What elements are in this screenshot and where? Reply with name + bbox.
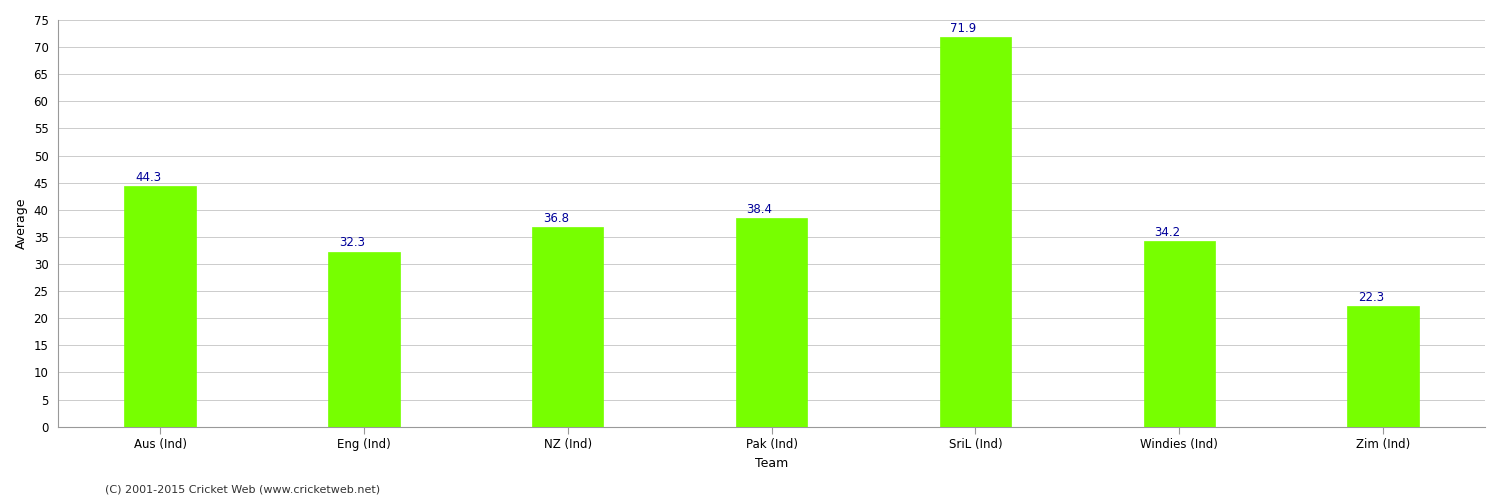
Bar: [124, 186, 195, 426]
Text: 38.4: 38.4: [747, 204, 772, 216]
Y-axis label: Average: Average: [15, 198, 28, 249]
Bar: [736, 218, 807, 426]
Text: 22.3: 22.3: [1358, 290, 1384, 304]
Bar: [939, 37, 1011, 426]
Text: (C) 2001-2015 Cricket Web (www.cricketweb.net): (C) 2001-2015 Cricket Web (www.cricketwe…: [105, 485, 380, 495]
Text: 71.9: 71.9: [951, 22, 976, 35]
Bar: [328, 252, 399, 426]
Text: 34.2: 34.2: [1155, 226, 1180, 239]
Text: 44.3: 44.3: [135, 172, 160, 184]
X-axis label: Team: Team: [754, 457, 788, 470]
Bar: [532, 227, 603, 426]
Text: 36.8: 36.8: [543, 212, 568, 225]
Bar: [1143, 241, 1215, 426]
Bar: [1347, 306, 1419, 426]
Text: 32.3: 32.3: [339, 236, 364, 250]
